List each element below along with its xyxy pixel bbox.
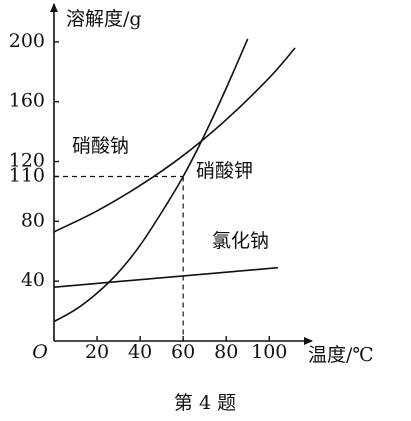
x-tick-label: 60 <box>171 341 195 363</box>
caption: 第 4 题 <box>174 392 236 414</box>
y-axis-label: 溶解度/g <box>66 8 142 30</box>
y-tick-label: 80 <box>21 209 45 231</box>
series-label: 硝酸钾 <box>196 160 253 182</box>
series-label: 氯化钠 <box>212 230 269 252</box>
series-label: 硝酸钠 <box>72 135 129 157</box>
x-tick-label: 80 <box>214 341 238 363</box>
curve <box>53 47 296 233</box>
x-axis-label: 温度/℃ <box>308 344 374 366</box>
y-tick-label: 200 <box>9 30 45 52</box>
y-tick-label: 120 <box>9 150 45 172</box>
curve <box>53 38 249 323</box>
x-tick-label: 100 <box>251 341 287 363</box>
y-tick-label: 160 <box>9 90 45 112</box>
curve <box>53 266 278 288</box>
x-tick-label: O <box>32 341 48 363</box>
y-tick-label: 40 <box>21 269 45 291</box>
y-tick-label: 110 <box>9 164 45 186</box>
x-tick-label: 20 <box>85 341 109 363</box>
x-tick-label: 40 <box>128 341 152 363</box>
